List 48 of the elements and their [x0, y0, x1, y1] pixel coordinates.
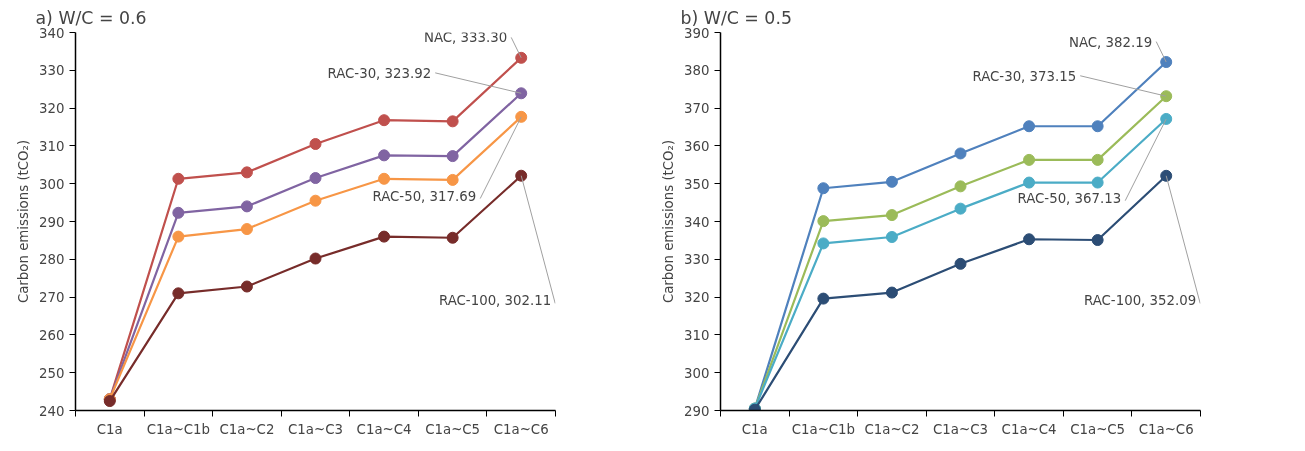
y-tick-label: 290 [684, 403, 710, 419]
x-tick-label: C1a [96, 421, 123, 437]
y-tick-label: 340 [684, 214, 710, 230]
y-tick-label: 320 [39, 101, 65, 117]
x-tick-label: C1a [741, 421, 768, 437]
x-tick-label: C1a~C3 [288, 421, 343, 437]
annotation: NAC, 382.19 [1068, 34, 1153, 50]
annotation: RAC-30, 323.92 [327, 65, 432, 81]
chart-title: a) W/C = 0.6 [35, 7, 147, 28]
y-axis-title: Carbon emissions (tCO₂) [16, 139, 32, 304]
annotation: RAC-50, 317.69 [372, 189, 477, 205]
y-tick-label: 300 [39, 176, 65, 192]
x-tick-label: C1a~C4 [1001, 421, 1057, 437]
y-tick-label: 330 [684, 252, 710, 268]
y-tick-label: 260 [39, 327, 65, 343]
x-tick-label: C1a~C6 [493, 421, 549, 437]
y-axis-title: Carbon emissions (tCO₂) [661, 139, 677, 304]
y-tick-label: 270 [39, 290, 65, 306]
x-tick-label: C1a~C5 [425, 421, 481, 437]
x-tick-label: C1a~C1b [146, 421, 211, 437]
x-tick-label: C1a~C2 [864, 421, 920, 437]
y-tick-label: 280 [39, 252, 65, 268]
y-tick-label: 240 [39, 403, 65, 419]
y-tick-label: 350 [684, 176, 710, 192]
x-tick-label: C1a~C1b [791, 421, 856, 437]
y-tick-label: 390 [684, 25, 710, 41]
y-tick-label: 300 [684, 365, 710, 381]
y-tick-label: 340 [39, 25, 65, 41]
annotation: RAC-100, 352.09 [1083, 293, 1197, 309]
chart-title: b) W/C = 0.5 [680, 7, 792, 28]
y-tick-label: 380 [684, 63, 710, 79]
y-tick-label: 370 [684, 101, 710, 117]
y-tick-label: 290 [39, 214, 65, 230]
annotation: NAC, 333.30 [423, 30, 508, 46]
annotation: RAC-100, 302.11 [438, 293, 552, 309]
y-tick-label: 310 [39, 138, 65, 154]
x-tick-label: C1a~C5 [1070, 421, 1126, 437]
x-tick-label: C1a~C2 [219, 421, 275, 437]
y-tick-label: 320 [684, 290, 710, 306]
y-tick-label: 250 [39, 365, 65, 381]
annotation: RAC-50, 367.13 [1017, 191, 1122, 207]
x-tick-label: C1a~C6 [1138, 421, 1194, 437]
x-tick-label: C1a~C4 [356, 421, 412, 437]
y-tick-label: 310 [684, 327, 710, 343]
y-tick-label: 330 [39, 63, 65, 79]
y-tick-label: 360 [684, 138, 710, 154]
x-tick-label: C1a~C3 [933, 421, 988, 437]
annotation: RAC-30, 373.15 [972, 68, 1077, 84]
